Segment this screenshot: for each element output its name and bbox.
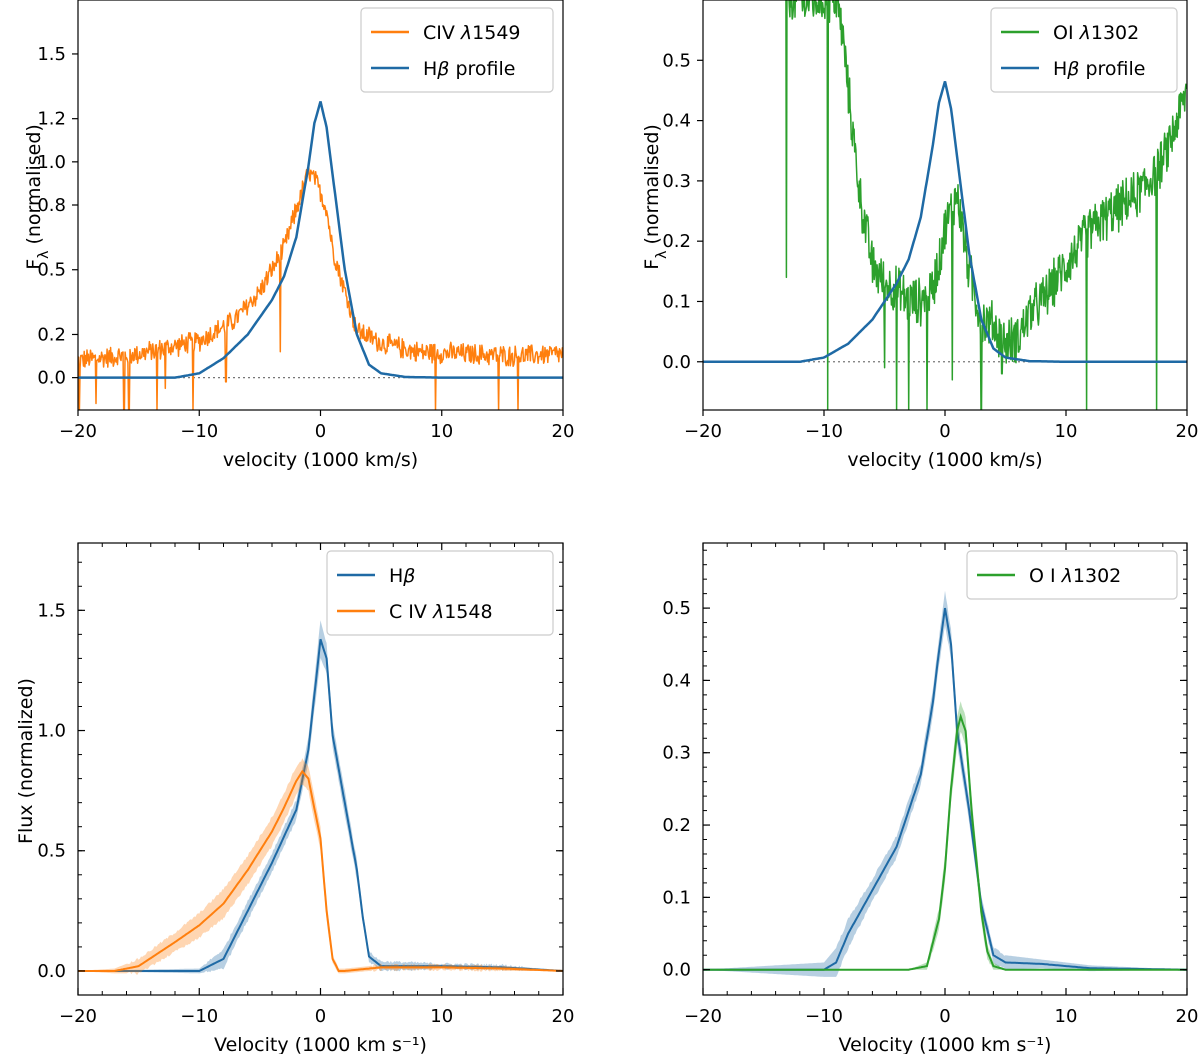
plot-area xyxy=(78,620,563,975)
y-tick-label: 0.8 xyxy=(37,195,66,216)
series-oi-1302 xyxy=(785,0,1187,410)
y-tick-label: 0.5 xyxy=(662,598,691,619)
y-tick-label: 0.4 xyxy=(662,670,691,691)
legend-label: OI λ1302 xyxy=(1053,22,1139,44)
x-tick-label: −20 xyxy=(59,1006,97,1027)
x-tick-label: 10 xyxy=(1055,1006,1078,1027)
x-tick-label: −20 xyxy=(684,421,722,442)
uncertainty-band xyxy=(78,758,563,975)
y-tick-label: 0.2 xyxy=(662,815,691,836)
legend: CIV λ1549 Hβ profile xyxy=(360,7,554,93)
series-h- xyxy=(703,590,1187,977)
x-tick-label: 0 xyxy=(939,1006,950,1027)
x-tick-label: 10 xyxy=(430,421,453,442)
x-tick-label: 20 xyxy=(1176,421,1199,442)
x-tick-label: −10 xyxy=(805,1006,843,1027)
legend-box xyxy=(990,7,1178,93)
legend-label: CIV λ1549 xyxy=(423,22,521,44)
x-tick-label: −20 xyxy=(684,1006,722,1027)
legend-label: Hβ profile xyxy=(1053,58,1146,80)
series-line xyxy=(703,607,1187,971)
legend-label: C IV λ1548 xyxy=(389,601,493,623)
x-tick-label: 0 xyxy=(315,1006,326,1027)
legend-label: O I λ1302 xyxy=(1029,565,1121,587)
y-tick-label: 0.0 xyxy=(662,960,691,981)
x-tick-label: −10 xyxy=(180,421,218,442)
y-tick-label: 0.5 xyxy=(37,841,66,862)
series-h-profile xyxy=(703,81,1187,364)
x-tick-label: 20 xyxy=(552,421,575,442)
uncertainty-band xyxy=(78,620,563,974)
x-tick-label: 10 xyxy=(430,1006,453,1027)
uncertainty-band xyxy=(703,701,1187,970)
series-h- xyxy=(78,620,563,974)
series-h-profile xyxy=(78,101,563,379)
y-tick-label: 0.5 xyxy=(662,50,691,71)
legend: O I λ1302 xyxy=(966,550,1178,600)
y-tick-label: 0.5 xyxy=(37,260,66,281)
y-tick-label: 0.3 xyxy=(662,743,691,764)
chart-panel-top-left: −20 −10 0 10 20 0.0 0.2 0.5 0.8 1.0 1.2 1.5 velocity… xyxy=(23,0,574,471)
y-tick-label: 0.0 xyxy=(662,352,691,373)
x-axis-label: velocity (1000 km/s) xyxy=(847,449,1042,471)
x-tick-label: 20 xyxy=(552,1006,575,1027)
y-tick-label: 1.0 xyxy=(37,152,66,173)
x-tick-label: −10 xyxy=(805,421,843,442)
y-tick-label: 0.2 xyxy=(662,231,691,252)
y-axis-label: Flux (normalized) xyxy=(15,678,37,844)
legend-label: Hβ xyxy=(389,565,415,587)
x-tick-label: 10 xyxy=(1055,421,1078,442)
series-line xyxy=(78,101,563,379)
y-tick-label: 0.3 xyxy=(662,171,691,192)
y-tick-label: 0.1 xyxy=(662,291,691,312)
y-tick-label: 1.5 xyxy=(37,600,66,621)
legend-box xyxy=(360,7,554,93)
uncertainty-band xyxy=(703,590,1187,977)
y-tick-label: 1.5 xyxy=(37,44,66,65)
chart-panel-bottom-left: −20 −10 0 10 20 0.0 0.5 1.0 1.5 Velocity (1000 km… xyxy=(15,542,575,1054)
x-tick-label: 0 xyxy=(939,421,950,442)
series-line xyxy=(785,0,1187,410)
y-tick-label: 0.0 xyxy=(37,961,66,982)
x-tick-label: 20 xyxy=(1176,1006,1199,1027)
x-tick-label: 0 xyxy=(315,421,326,442)
y-tick-label: 0.0 xyxy=(37,368,66,389)
chart-panel-bottom-right: −20 −10 0 10 20 0.0 0.1 0.2 0.3 0.4 0.5 Velocity (1… xyxy=(662,542,1199,1054)
plot-area xyxy=(703,0,1187,410)
legend-box xyxy=(966,550,1178,600)
series-civ-1548 xyxy=(78,758,563,975)
series-civ-1549 xyxy=(78,165,563,410)
legend: Hβ C IV λ1548 xyxy=(326,550,554,636)
legend-label: Hβ profile xyxy=(423,58,516,80)
series-line xyxy=(78,769,563,972)
x-tick-label: −10 xyxy=(180,1006,218,1027)
plot-area xyxy=(78,101,563,410)
y-tick-label: 1.0 xyxy=(37,721,66,742)
x-tick-label: −20 xyxy=(59,421,97,442)
series-line xyxy=(78,165,563,410)
x-axis-label: velocity (1000 km/s) xyxy=(223,449,418,471)
chart-panel-top-right: −20 −10 0 10 20 0.0 0.1 0.2 0.3 0.4 0.5 velocity (1… xyxy=(641,0,1198,471)
y-tick-label: 0.2 xyxy=(37,324,66,345)
series-line xyxy=(78,638,563,972)
x-axis-label: Velocity (1000 km s⁻¹) xyxy=(839,1034,1052,1054)
plot-area xyxy=(703,590,1187,977)
series-oi-1302 xyxy=(703,701,1187,971)
series-line xyxy=(703,713,1187,971)
y-tick-label: 0.1 xyxy=(662,887,691,908)
series-line xyxy=(703,81,1187,364)
y-tick-label: 1.2 xyxy=(37,109,66,130)
legend: OI λ1302 Hβ profile xyxy=(990,7,1178,93)
legend-box xyxy=(326,550,554,636)
x-axis-label: Velocity (1000 km s⁻¹) xyxy=(214,1034,427,1054)
y-tick-label: 0.4 xyxy=(662,111,691,132)
